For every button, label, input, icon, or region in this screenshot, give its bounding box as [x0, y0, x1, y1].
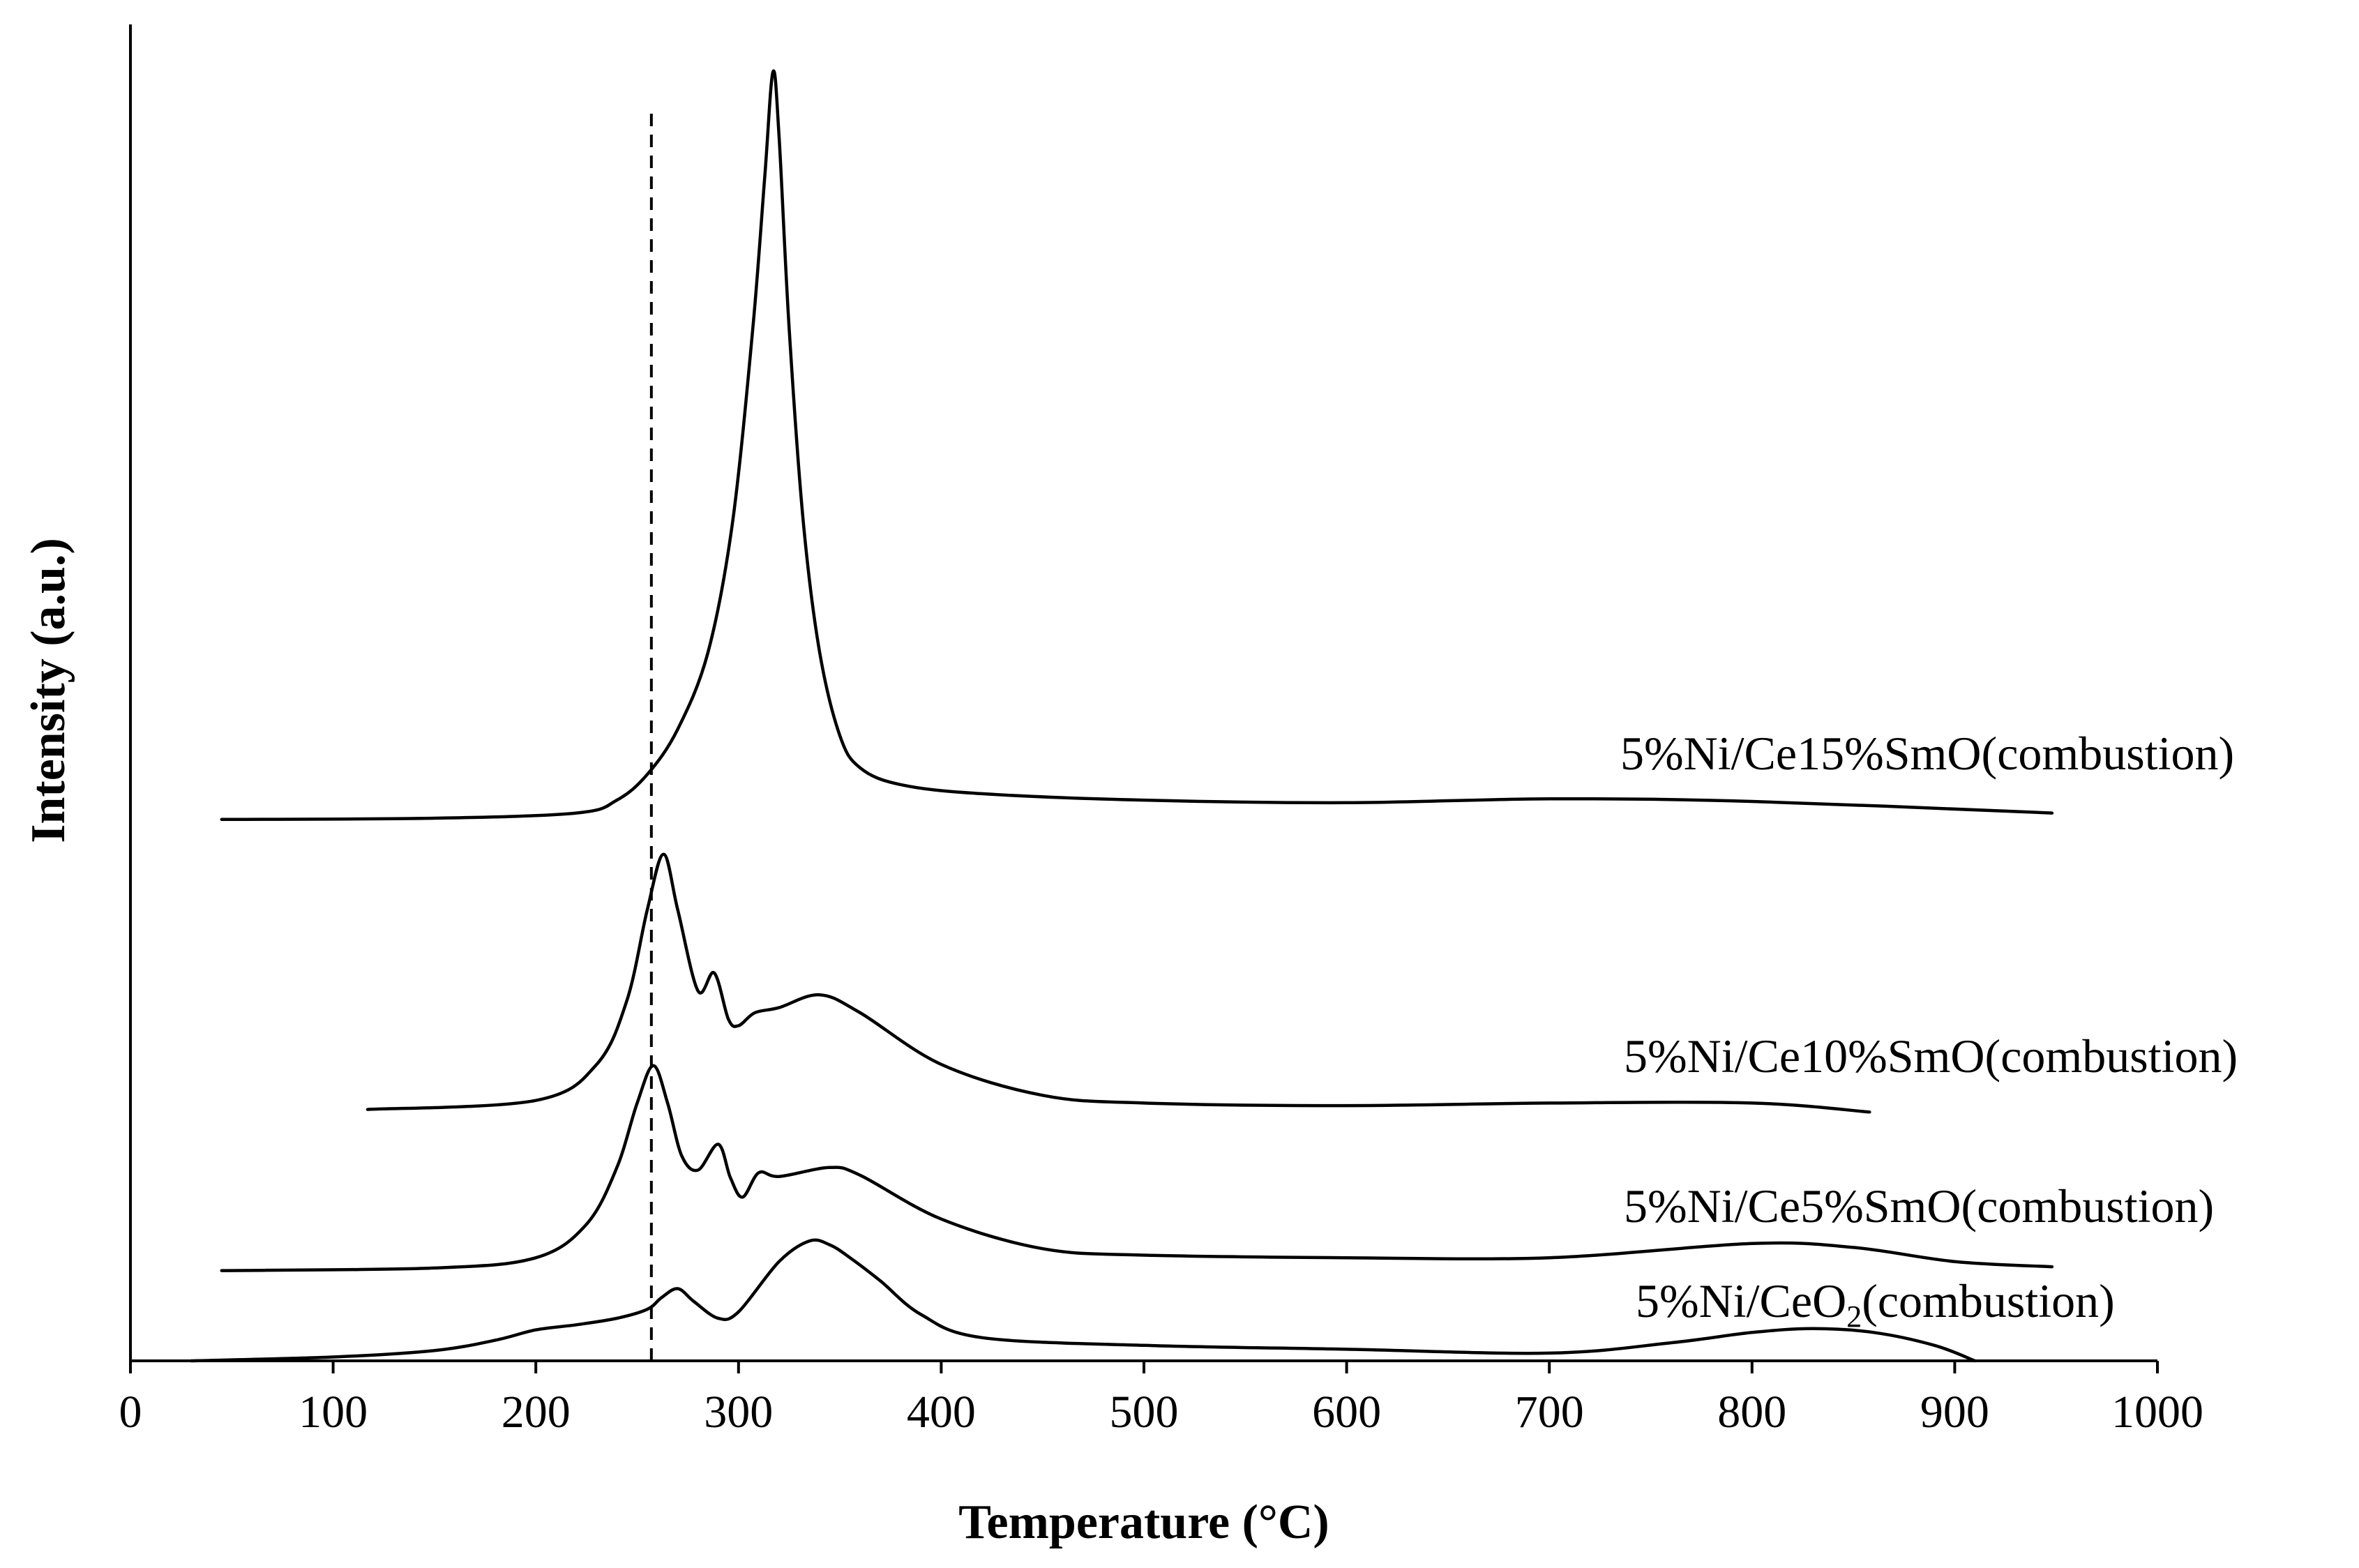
x-tick-label: 1000 [2111, 1387, 2203, 1438]
x-tick-label: 800 [1717, 1387, 1786, 1438]
series-label-0: 5%Ni/CeO2(combustion) [1636, 1274, 2115, 1334]
series-label-2: 5%Ni/Ce10%SmO(combustion) [1624, 1030, 2238, 1083]
series-label-tail: (combustion) [1985, 1030, 2238, 1083]
series-label-1: 5%Ni/Ce5%SmO(combustion) [1624, 1179, 2214, 1232]
x-tick-labels: 0 100 200 300 400 500 600 700 800 900 1000 [119, 1387, 2204, 1438]
x-ticks [129, 1361, 2159, 1373]
x-tick-label: 400 [907, 1387, 976, 1438]
x-tick-label: 200 [502, 1387, 571, 1438]
x-tick-label: 300 [704, 1387, 773, 1438]
series-label-main: 5%Ni/Ce10%SmO [1624, 1030, 1985, 1083]
series-label-main: 5%Ni/Ce15%SmO [1620, 727, 1982, 780]
x-tick-label: 100 [299, 1387, 368, 1438]
series-line-3 [220, 69, 2054, 822]
series-label-tail: (combustion) [1862, 1274, 2115, 1327]
series-line-2 [365, 852, 1871, 1114]
series-label-main: 5%Ni/CeO [1636, 1274, 1846, 1327]
x-tick-label: 0 [119, 1387, 142, 1438]
x-tick-label: 700 [1515, 1387, 1584, 1438]
series-line-0 [189, 1238, 1977, 1363]
y-axis-title: Intensity (a.u.) [22, 538, 75, 843]
series-label-3: 5%Ni/Ce15%SmO(combustion) [1620, 727, 2234, 780]
series-labels: 5%Ni/CeO2(combustion)5%Ni/Ce5%SmO(combus… [1620, 727, 2238, 1334]
series-label-subscript: 2 [1846, 1299, 1862, 1334]
x-tick-label: 900 [1920, 1387, 1989, 1438]
x-tick-label: 600 [1312, 1387, 1381, 1438]
series-line-1 [220, 1064, 2054, 1272]
series-label-main: 5%Ni/Ce5%SmO [1624, 1179, 1961, 1232]
series-label-tail: (combustion) [1982, 727, 2235, 780]
series-label-tail: (combustion) [1961, 1179, 2215, 1232]
series-group [189, 69, 2054, 1363]
x-axis-title: Temperature (°C) [958, 1495, 1329, 1549]
x-tick-label: 500 [1110, 1387, 1179, 1438]
